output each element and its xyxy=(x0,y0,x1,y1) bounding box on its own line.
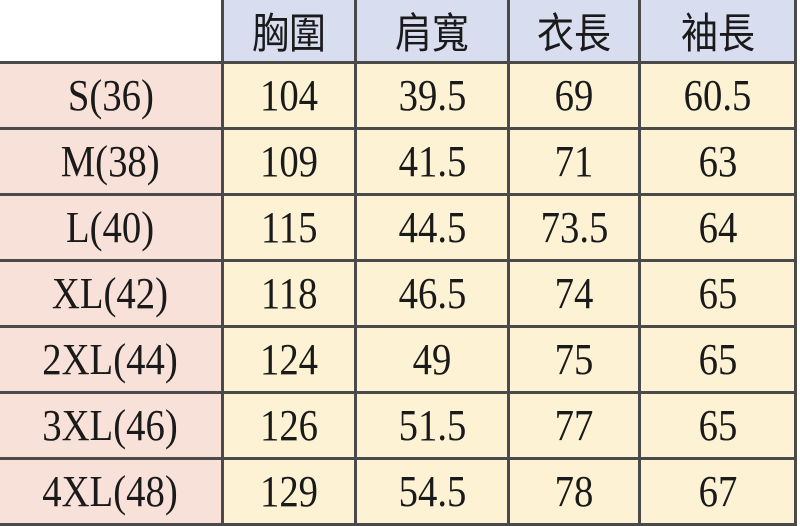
cell-value: 65 xyxy=(698,269,737,318)
corner-cell xyxy=(0,0,224,64)
cell-value: 126 xyxy=(260,401,319,450)
cell-value: 74 xyxy=(554,269,594,318)
size-cell: M(38) xyxy=(0,127,224,196)
measurement-cell: 67 xyxy=(638,457,797,526)
cell-value: 115 xyxy=(260,203,318,252)
measurement-cell: 129 xyxy=(220,457,358,526)
cell-value: XL(42) xyxy=(52,269,169,318)
measurement-cell: 104 xyxy=(220,61,358,130)
cell-value: 3XL(46) xyxy=(42,401,179,450)
cell-value: 71 xyxy=(554,137,594,186)
table-row: M(38) 109 41.5 71 63 xyxy=(0,127,797,196)
header-shoulder: 肩寬 xyxy=(354,0,511,64)
cell-value: 4XL(48) xyxy=(42,467,179,516)
measurement-cell: 44.5 xyxy=(354,193,511,262)
measurement-cell: 124 xyxy=(220,325,358,394)
cell-value: 129 xyxy=(260,467,319,516)
measurement-cell: 118 xyxy=(220,259,358,328)
cell-value: 73.5 xyxy=(540,203,609,252)
measurement-cell: 109 xyxy=(220,127,358,196)
size-cell: S(36) xyxy=(0,61,224,130)
table-row: 4XL(48) 129 54.5 78 67 xyxy=(0,457,797,526)
header-label: 衣長 xyxy=(537,9,612,58)
measurement-cell: 60.5 xyxy=(638,61,797,130)
size-cell: L(40) xyxy=(0,193,224,262)
cell-value: 77 xyxy=(554,401,594,450)
cell-value: 64 xyxy=(698,203,737,252)
cell-value: 60.5 xyxy=(683,71,752,120)
cell-value: 69 xyxy=(554,71,594,120)
cell-value: 49 xyxy=(413,335,452,384)
cell-value: 75 xyxy=(554,335,594,384)
size-cell: XL(42) xyxy=(0,259,224,328)
measurement-cell: 49 xyxy=(354,325,511,394)
measurement-cell: 75 xyxy=(507,325,642,394)
measurement-cell: 65 xyxy=(638,391,797,460)
size-cell: 2XL(44) xyxy=(0,325,224,394)
cell-value: 78 xyxy=(554,467,594,516)
cell-value: 39.5 xyxy=(398,71,467,120)
cell-value: 44.5 xyxy=(398,203,467,252)
cell-value: 46.5 xyxy=(398,269,467,318)
measurement-cell: 74 xyxy=(507,259,642,328)
size-cell: 3XL(46) xyxy=(0,391,224,460)
measurement-cell: 73.5 xyxy=(507,193,642,262)
header-label: 胸圍 xyxy=(252,9,327,58)
header-sleeve: 袖長 xyxy=(638,0,797,64)
cell-value: 65 xyxy=(698,335,737,384)
size-cell: 4XL(48) xyxy=(0,457,224,526)
cell-value: 54.5 xyxy=(398,467,467,516)
header-length: 衣長 xyxy=(507,0,642,64)
measurement-cell: 64 xyxy=(638,193,797,262)
cell-value: 65 xyxy=(698,401,737,450)
table-row: L(40) 115 44.5 73.5 64 xyxy=(0,193,797,262)
header-chest: 胸圍 xyxy=(220,0,358,64)
measurement-cell: 63 xyxy=(638,127,797,196)
measurement-cell: 51.5 xyxy=(354,391,511,460)
measurement-cell: 65 xyxy=(638,259,797,328)
table-row: 3XL(46) 126 51.5 77 65 xyxy=(0,391,797,460)
cell-value: 67 xyxy=(698,467,737,516)
cell-value: 2XL(44) xyxy=(42,335,179,384)
measurement-cell: 69 xyxy=(507,61,642,130)
cell-value: S(36) xyxy=(67,71,154,120)
measurement-cell: 77 xyxy=(507,391,642,460)
cell-value: 63 xyxy=(698,137,737,186)
header-label: 袖長 xyxy=(680,9,755,58)
measurement-cell: 115 xyxy=(220,193,358,262)
measurement-cell: 126 xyxy=(220,391,358,460)
measurement-cell: 71 xyxy=(507,127,642,196)
cell-value: M(38) xyxy=(60,137,160,186)
measurement-cell: 41.5 xyxy=(354,127,511,196)
cell-value: 118 xyxy=(260,269,318,318)
header-row: 胸圍 肩寬 衣長 袖長 xyxy=(0,0,797,64)
cell-value: 51.5 xyxy=(398,401,467,450)
cell-value: L(40) xyxy=(66,203,155,252)
table-row: 2XL(44) 124 49 75 65 xyxy=(0,325,797,394)
measurement-cell: 78 xyxy=(507,457,642,526)
measurement-cell: 65 xyxy=(638,325,797,394)
cell-value: 109 xyxy=(260,137,319,186)
measurement-cell: 39.5 xyxy=(354,61,511,130)
measurement-cell: 46.5 xyxy=(354,259,511,328)
table-row: S(36) 104 39.5 69 60.5 xyxy=(0,61,797,130)
header-label: 肩寬 xyxy=(395,9,470,58)
cell-value: 124 xyxy=(260,335,319,384)
table-row: XL(42) 118 46.5 74 65 xyxy=(0,259,797,328)
cell-value: 41.5 xyxy=(398,137,467,186)
measurement-cell: 54.5 xyxy=(354,457,511,526)
cell-value: 104 xyxy=(260,71,319,120)
